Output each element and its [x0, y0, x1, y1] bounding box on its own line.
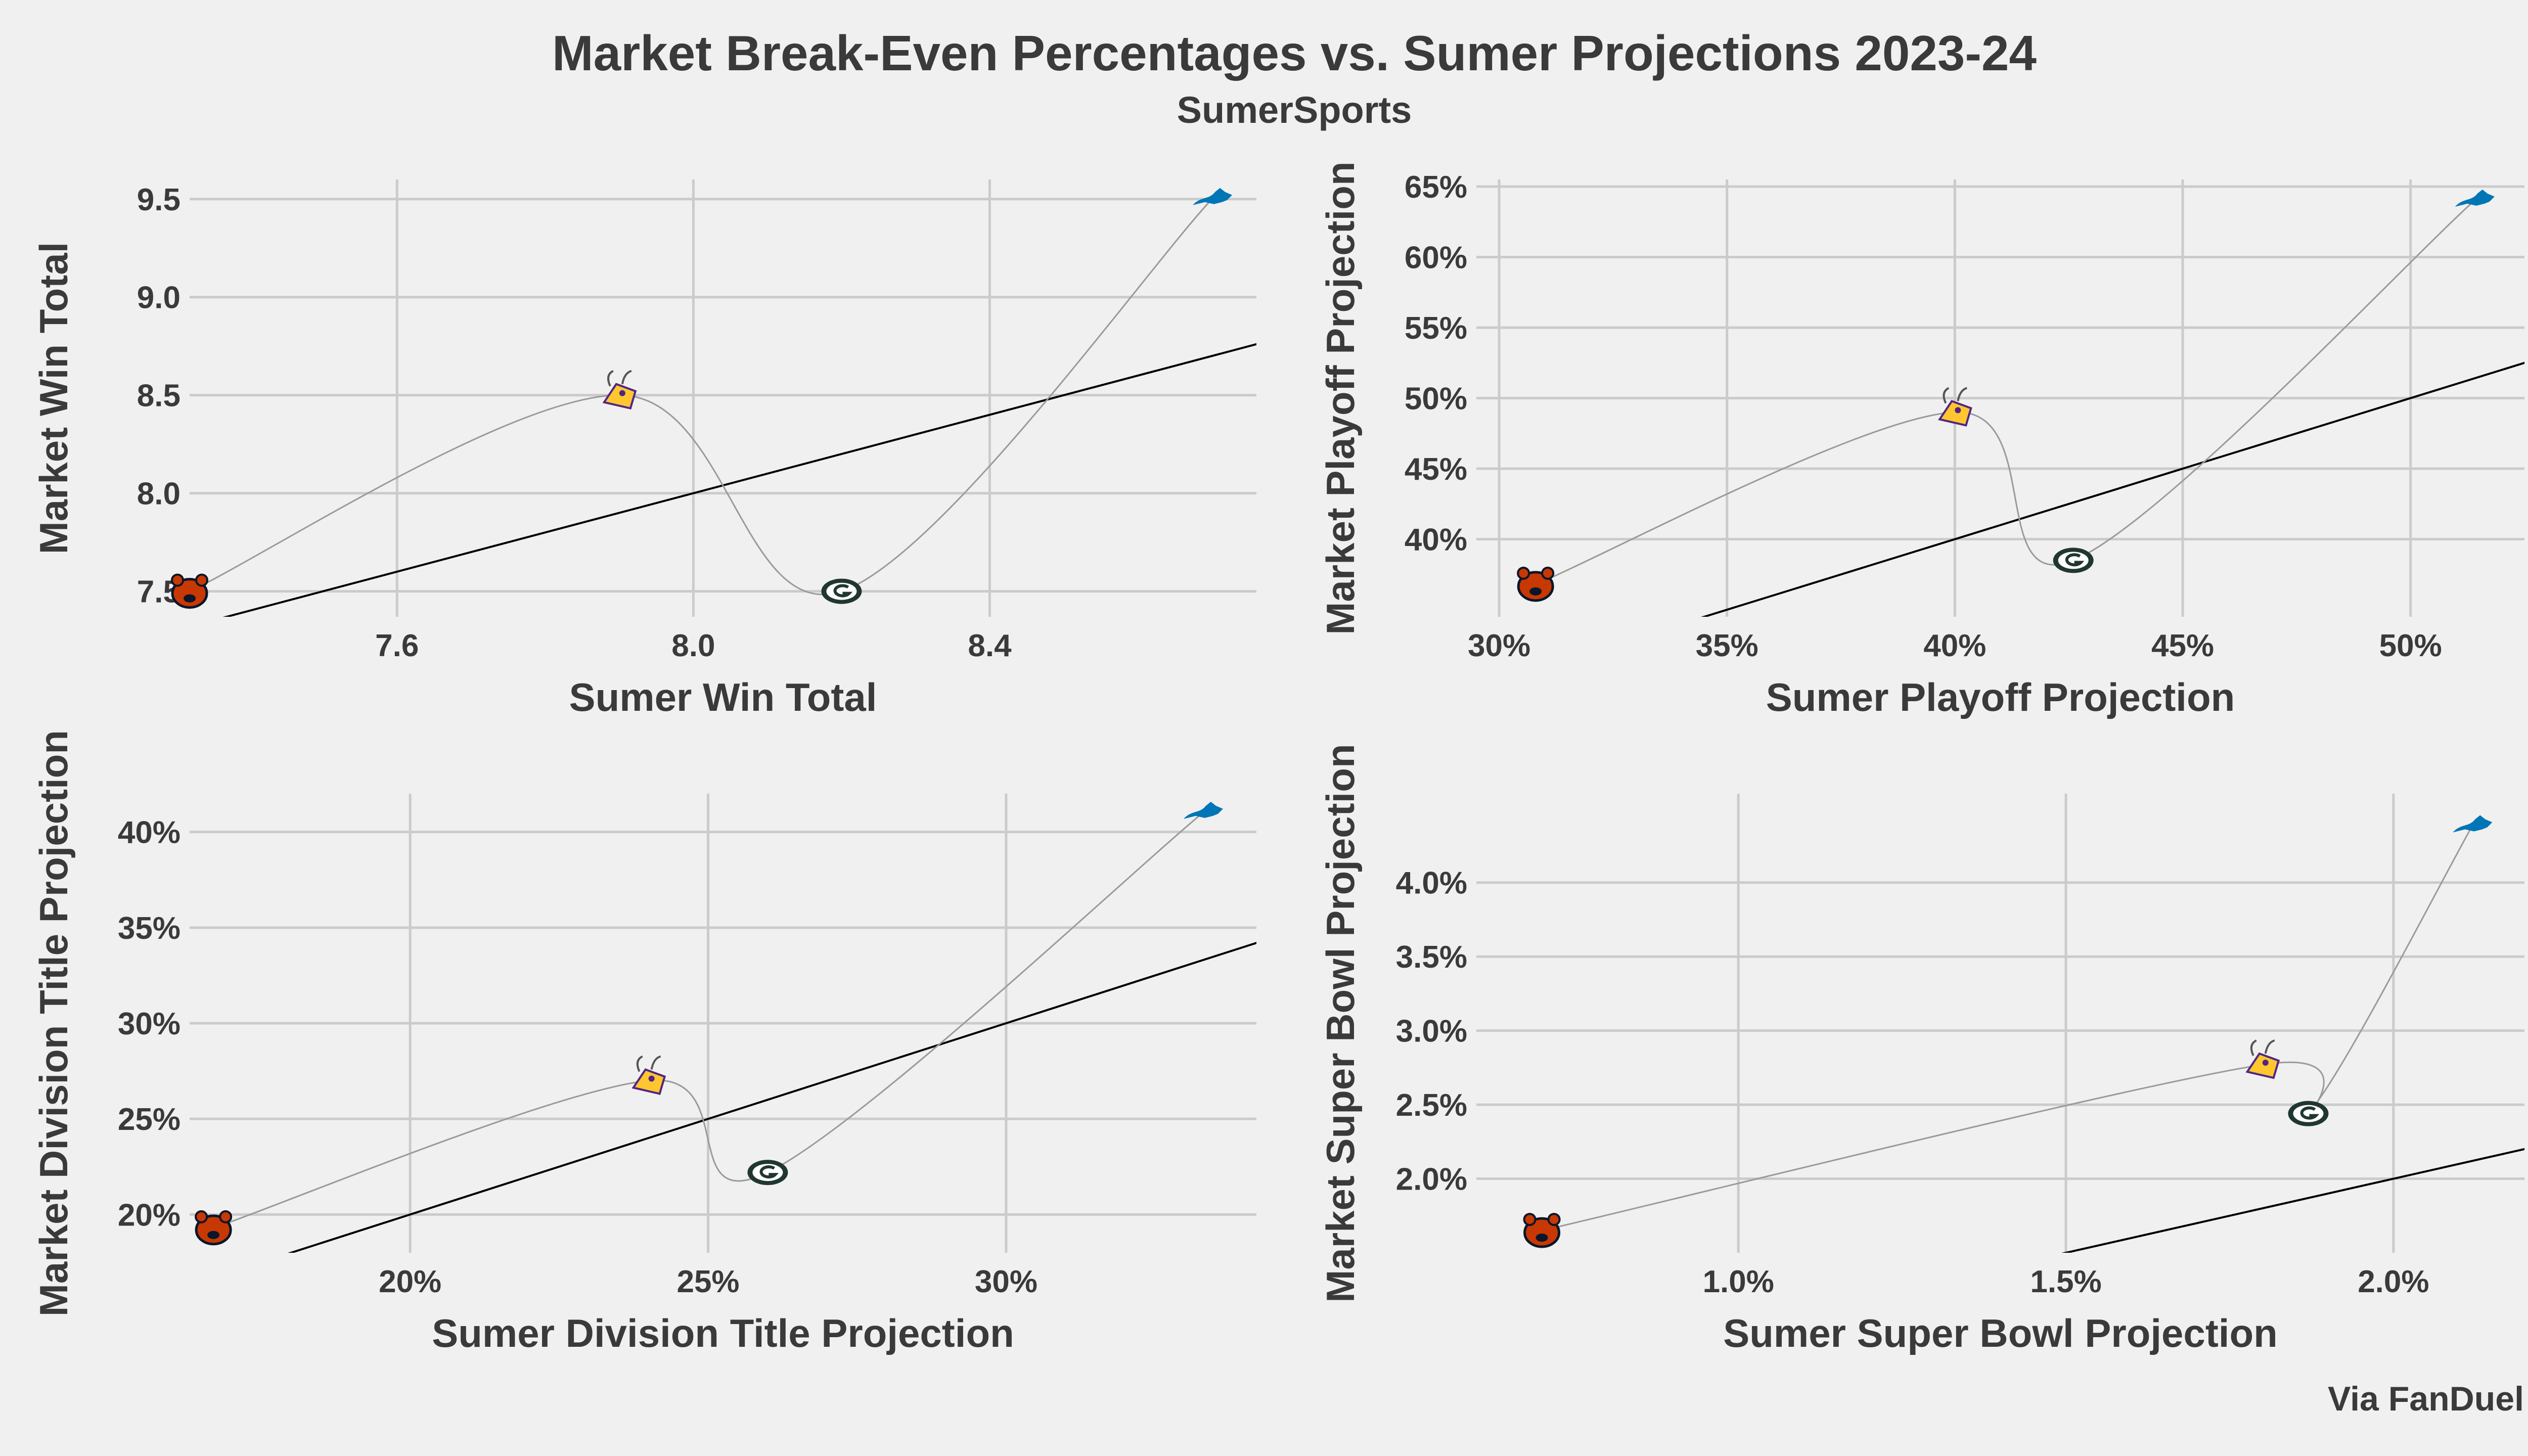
chart-title: Market Break-Even Percentages vs. Sumer … — [552, 25, 2037, 81]
lions-logo-icon — [1193, 188, 1233, 205]
smooth-curve — [213, 812, 1203, 1229]
y-tick-label: 8.0 — [137, 477, 180, 512]
x-tick-label: 1.5% — [2030, 1264, 2101, 1299]
y-tick-label: 65% — [1405, 170, 1467, 205]
y-axis-label: Market Playoff Projection — [1318, 161, 1363, 634]
x-tick-label: 8.4 — [968, 628, 1012, 663]
chart-subtitle: SumerSports — [1177, 89, 1412, 131]
bears-logo-icon — [171, 573, 208, 609]
lions-logo-icon — [2453, 815, 2493, 833]
x-axis-label: Sumer Super Bowl Projection — [1723, 1311, 2278, 1355]
y-tick-label: 55% — [1405, 311, 1467, 346]
y-tick-label: 4.0% — [1396, 866, 1467, 901]
vikings-logo-icon — [2245, 1039, 2280, 1079]
y-axis-label: Market Division Title Projection — [31, 730, 76, 1316]
y-tick-label: 20% — [118, 1198, 180, 1233]
bears-logo-icon — [1517, 566, 1555, 602]
reference-line — [287, 941, 1256, 1253]
y-tick-label: 8.5 — [137, 379, 180, 414]
x-tick-label: 7.6 — [375, 628, 419, 663]
x-tick-label: 30% — [1468, 628, 1530, 663]
packers-logo-icon — [2053, 548, 2094, 573]
x-axis-label: Sumer Playoff Projection — [1766, 675, 2235, 719]
x-tick-label: 50% — [2379, 628, 2442, 663]
y-tick-label: 35% — [118, 911, 180, 946]
y-tick-label: 45% — [1405, 452, 1467, 487]
bears-logo-icon — [195, 1210, 233, 1246]
x-tick-label: 8.0 — [671, 628, 715, 663]
y-tick-label: 9.5 — [137, 183, 180, 217]
x-axis-label: Sumer Division Title Projection — [432, 1311, 1014, 1355]
x-tick-label: 30% — [975, 1264, 1037, 1299]
y-tick-label: 30% — [118, 1007, 180, 1041]
x-tick-label: 35% — [1696, 628, 1758, 663]
y-tick-label: 40% — [1405, 523, 1467, 558]
packers-logo-icon — [821, 578, 862, 604]
x-tick-label: 2.0% — [2358, 1264, 2429, 1299]
reference-line — [222, 343, 1256, 617]
source-credit: Via FanDuel — [2328, 1380, 2524, 1418]
lions-logo-icon — [1183, 801, 1223, 819]
y-tick-label: 40% — [118, 815, 180, 850]
vikings-logo-icon — [602, 370, 637, 410]
y-tick-label: 60% — [1405, 240, 1467, 275]
x-tick-label: 40% — [1923, 628, 1986, 663]
x-tick-label: 20% — [379, 1264, 441, 1299]
x-tick-label: 1.0% — [1703, 1264, 1774, 1299]
x-axis-label: Sumer Win Total — [569, 675, 877, 719]
vikings-logo-icon — [1938, 387, 1972, 427]
x-tick-label: 25% — [676, 1264, 739, 1299]
y-tick-label: 25% — [118, 1102, 180, 1137]
x-tick-label: 45% — [2151, 628, 2214, 663]
reference-line — [1700, 361, 2524, 617]
y-tick-label: 2.0% — [1396, 1162, 1467, 1197]
y-tick-label: 50% — [1405, 382, 1467, 417]
y-tick-label: 3.0% — [1396, 1014, 1467, 1049]
subplot-4: 1.0% 1.5% 2.0% 2.0% 2.5% 3.0% 3.5% 4.0% Sumer Su… — [1318, 744, 2524, 1355]
vikings-logo-icon — [631, 1055, 666, 1095]
lions-logo-icon — [2455, 189, 2495, 207]
packers-logo-icon — [2288, 1101, 2329, 1126]
y-axis-label: Market Super Bowl Projection — [1318, 744, 1363, 1302]
y-tick-label: 2.5% — [1396, 1088, 1467, 1123]
smooth-curve — [1535, 200, 2475, 585]
subplot-3: 20% 25% 30% 20% 25% 30% 35% 40% Sumer Division T… — [31, 730, 1256, 1355]
packers-logo-icon — [747, 1160, 788, 1186]
y-axis-label: Market Win Total — [31, 242, 76, 555]
smooth-curve — [190, 198, 1213, 596]
subplot-2: 30% 35% 40% 45% 50% 40% 45% 50% 55% 60% 65% Sumer P… — [1318, 161, 2524, 719]
y-tick-label: 9.0 — [137, 281, 180, 315]
bears-logo-icon — [1523, 1213, 1561, 1248]
y-tick-label: 3.5% — [1396, 940, 1467, 975]
smooth-curve — [1542, 826, 2473, 1232]
